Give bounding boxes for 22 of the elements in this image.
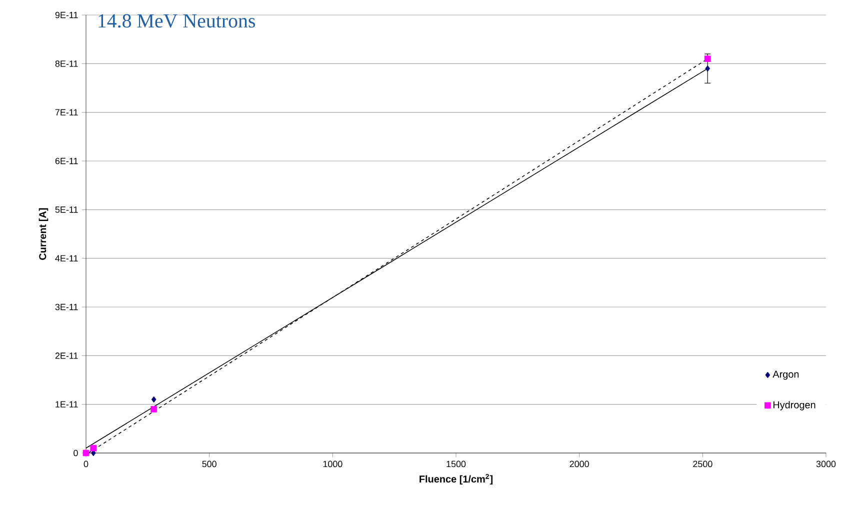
y-tick-label: 4E-11 — [55, 255, 78, 262]
y-tick-label: 0 — [74, 450, 78, 456]
y-tick-label: 6E-11 — [55, 158, 78, 164]
x-tick-label: 2000 — [570, 460, 589, 468]
y-tick-label: 7E-11 — [55, 109, 78, 116]
y-tick-label: 1E-11 — [56, 401, 78, 408]
y-tick-label: 8E-11 — [55, 60, 78, 67]
x-axis-title: Fluence [1/cm$^{2}$] — [420, 474, 493, 485]
legend-label: Argon — [772, 370, 799, 380]
x-tick-label: 500 — [202, 460, 216, 468]
y-tick-label: 3E-11 — [55, 304, 78, 310]
x-tick-label: 0 — [84, 460, 88, 468]
x-tick-label: 3000 — [816, 460, 836, 468]
chart-title: 14.8 MeV Neutrons — [98, 14, 255, 28]
y-tick-label: 2E-11 — [55, 352, 78, 359]
x-tick-label: 2500 — [693, 460, 712, 468]
y-axis-title: Current [A] — [38, 208, 48, 260]
y-tick-label: 9E-11 — [55, 12, 78, 18]
y-tick-label: 5E-11 — [55, 206, 78, 213]
x-tick-label: 1500 — [446, 460, 466, 468]
legend-label: Hydrogen — [773, 401, 816, 410]
x-tick-label: 1000 — [323, 460, 342, 468]
